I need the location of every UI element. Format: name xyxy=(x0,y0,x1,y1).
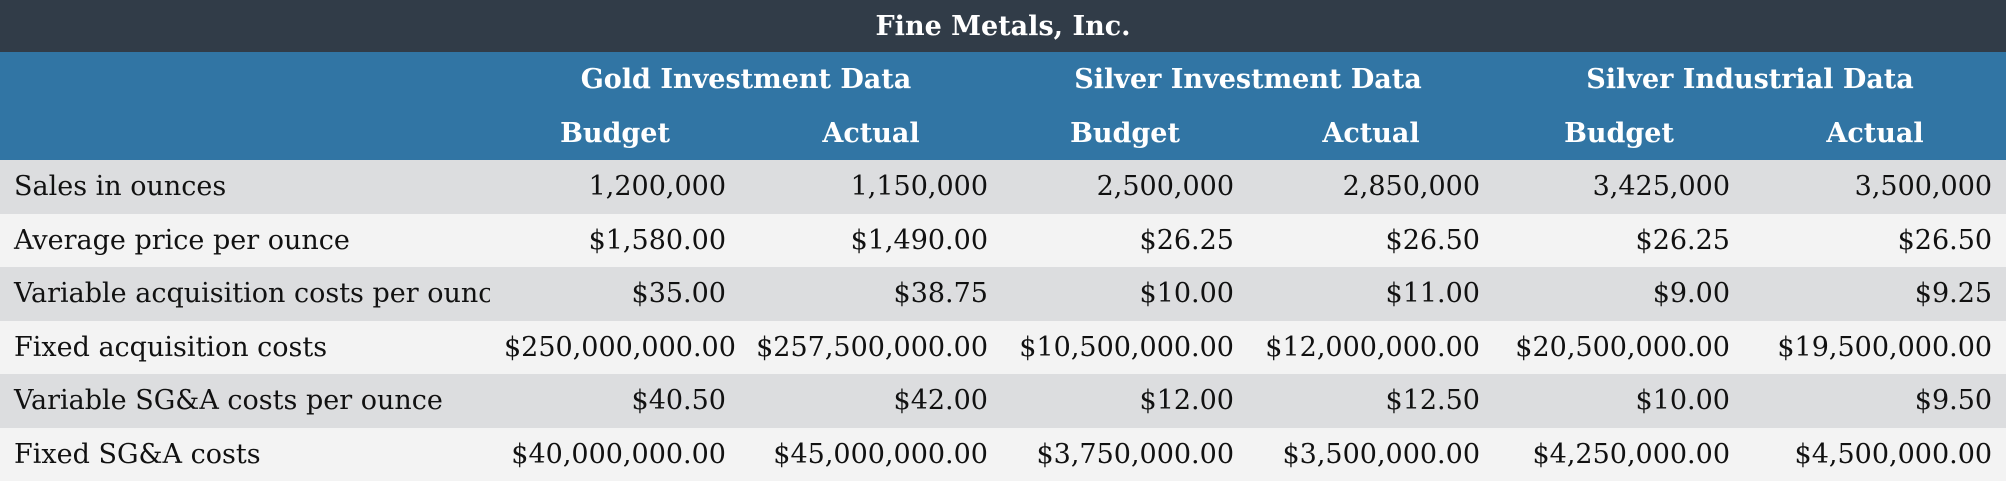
cell-value: $12.00 xyxy=(1002,374,1248,428)
group-header-empty xyxy=(0,52,490,106)
row-label: Average price per ounce xyxy=(0,214,490,268)
cell-value: $257,500,000.00 xyxy=(740,321,1002,375)
cell-value: 3,425,000 xyxy=(1494,160,1744,214)
cell-value: $45,000,000.00 xyxy=(740,428,1002,481)
cell-value: $1,580.00 xyxy=(490,214,740,268)
cell-value: $10.00 xyxy=(1002,267,1248,321)
cell-value: 2,850,000 xyxy=(1248,160,1494,214)
group-header-gold-investment: Gold Investment Data xyxy=(490,52,1002,106)
table-row: Sales in ounces 1,200,000 1,150,000 2,50… xyxy=(0,160,2006,214)
cell-value: $26.25 xyxy=(1002,214,1248,268)
cell-value: $1,490.00 xyxy=(740,214,1002,268)
cell-value: $19,500,000.00 xyxy=(1744,321,2006,375)
cell-value: $4,500,000.00 xyxy=(1744,428,2006,481)
subheader-actual: Actual xyxy=(1744,106,2006,160)
table-row: Average price per ounce $1,580.00 $1,490… xyxy=(0,214,2006,268)
subheader-row: Budget Actual Budget Actual Budget Actua… xyxy=(0,106,2006,160)
cell-value: $26.25 xyxy=(1494,214,1744,268)
cell-value: $40.50 xyxy=(490,374,740,428)
cell-value: $20,500,000.00 xyxy=(1494,321,1744,375)
cell-value: $3,500,000.00 xyxy=(1248,428,1494,481)
group-header-row: Gold Investment Data Silver Investment D… xyxy=(0,52,2006,106)
title-row: Fine Metals, Inc. xyxy=(0,0,2006,52)
table-row: Fixed acquisition costs $250,000,000.00 … xyxy=(0,321,2006,375)
row-label: Fixed SG&A costs xyxy=(0,428,490,481)
row-label: Variable SG&A costs per ounce xyxy=(0,374,490,428)
subheader-budget: Budget xyxy=(1002,106,1248,160)
table-title: Fine Metals, Inc. xyxy=(0,0,2006,52)
cell-value: $9.50 xyxy=(1744,374,2006,428)
table-row: Variable acquisition costs per ounce $35… xyxy=(0,267,2006,321)
cell-value: $9.00 xyxy=(1494,267,1744,321)
cell-value: $26.50 xyxy=(1744,214,2006,268)
cell-value: $10.00 xyxy=(1494,374,1744,428)
cell-value: $12.50 xyxy=(1248,374,1494,428)
row-label: Sales in ounces xyxy=(0,160,490,214)
cell-value: $4,250,000.00 xyxy=(1494,428,1744,481)
row-label: Fixed acquisition costs xyxy=(0,321,490,375)
cell-value: $42.00 xyxy=(740,374,1002,428)
table-row: Variable SG&A costs per ounce $40.50 $42… xyxy=(0,374,2006,428)
cell-value: $35.00 xyxy=(490,267,740,321)
group-header-silver-industrial: Silver Industrial Data xyxy=(1494,52,2006,106)
cell-value: $26.50 xyxy=(1248,214,1494,268)
subheader-budget: Budget xyxy=(490,106,740,160)
cell-value: $38.75 xyxy=(740,267,1002,321)
row-label: Variable acquisition costs per ounce xyxy=(0,267,490,321)
cell-value: 1,150,000 xyxy=(740,160,1002,214)
cell-value: $12,000,000.00 xyxy=(1248,321,1494,375)
cell-value: 3,500,000 xyxy=(1744,160,2006,214)
cell-value: $3,750,000.00 xyxy=(1002,428,1248,481)
subheader-actual: Actual xyxy=(1248,106,1494,160)
cell-value: 1,200,000 xyxy=(490,160,740,214)
table-body: Sales in ounces 1,200,000 1,150,000 2,50… xyxy=(0,160,2006,481)
cell-value: $40,000,000.00 xyxy=(490,428,740,481)
subheader-actual: Actual xyxy=(740,106,1002,160)
cell-value: $9.25 xyxy=(1744,267,2006,321)
cell-value: $11.00 xyxy=(1248,267,1494,321)
group-header-silver-investment: Silver Investment Data xyxy=(1002,52,1494,106)
cell-value: $10,500,000.00 xyxy=(1002,321,1248,375)
cell-value: 2,500,000 xyxy=(1002,160,1248,214)
subheader-budget: Budget xyxy=(1494,106,1744,160)
subheader-empty xyxy=(0,106,490,160)
table-row: Fixed SG&A costs $40,000,000.00 $45,000,… xyxy=(0,428,2006,481)
cell-value: $250,000,000.00 xyxy=(490,321,740,375)
